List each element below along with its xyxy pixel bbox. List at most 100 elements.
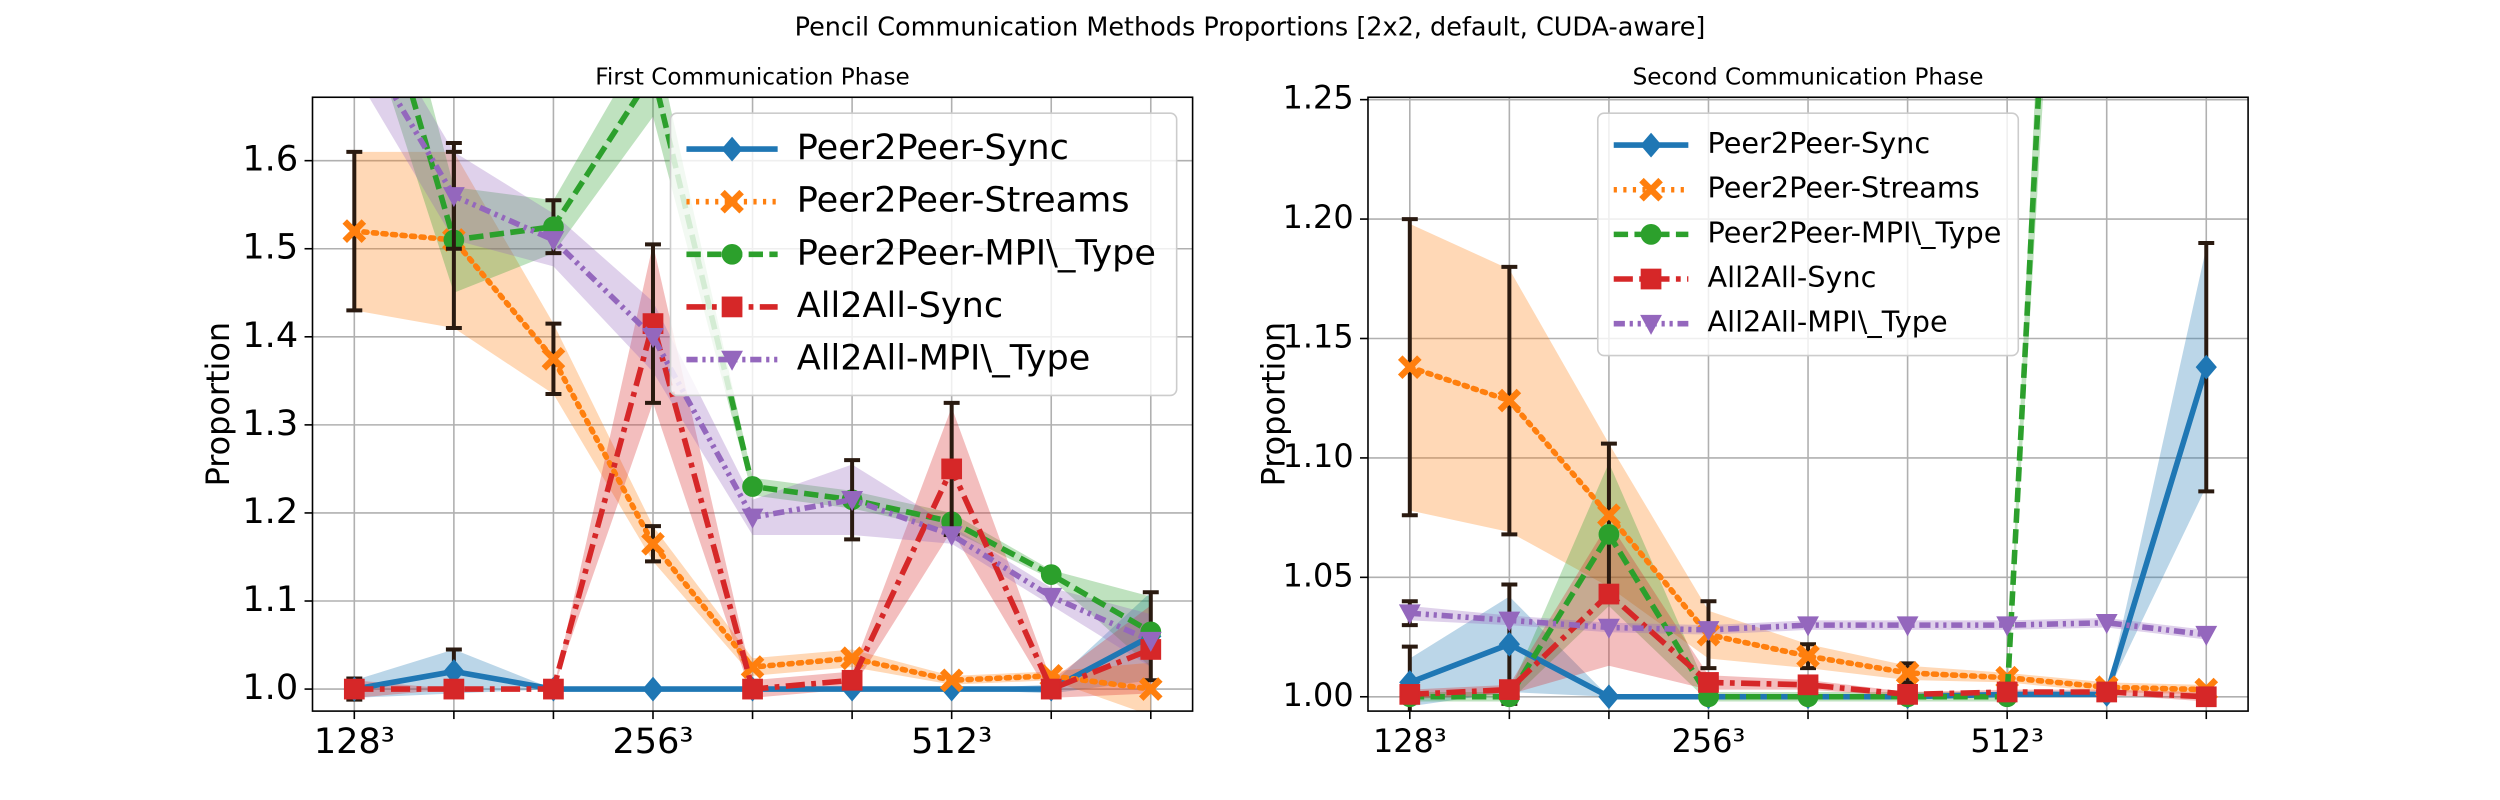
marker: [642, 676, 664, 702]
marker: [1598, 684, 1620, 710]
marker: [1040, 564, 1062, 585]
marker: [742, 476, 763, 497]
marker: [941, 458, 963, 480]
marker: [642, 328, 664, 349]
spread-band: [752, 477, 853, 509]
subplot-title: First Communication Phase: [595, 65, 909, 91]
marker: [2195, 686, 2217, 708]
marker: [442, 187, 465, 208]
x-tick-label: 128³: [314, 721, 395, 762]
marker: [1598, 618, 1620, 639]
spread-band: [1509, 269, 1609, 587]
spread-band: [951, 407, 1052, 698]
marker: [2095, 613, 2118, 634]
spread-band: [553, 323, 653, 562]
axes-frame: [1367, 96, 2249, 712]
marker: [342, 219, 367, 243]
plot-area: [1397, 97, 2219, 712]
x-tick-label: 256³: [612, 721, 693, 762]
marker: [1996, 681, 2018, 703]
marker: [1697, 621, 1720, 642]
y-tick-label: 1.25: [1283, 79, 1354, 117]
y-axis-label: Proportion: [199, 322, 237, 486]
legend-label: All2All-Sync: [797, 285, 1003, 326]
marker: [1797, 674, 1819, 696]
subplot: First Communication Phase Proportion 128³ 2…: [199, 21, 1194, 762]
marker: [1139, 631, 1162, 652]
spread-band: [354, 151, 454, 328]
spread-band: [1608, 462, 1709, 702]
spread-band: [852, 490, 952, 531]
y-tick-label: 1.0: [242, 667, 298, 708]
x-tick-label: 128³: [1373, 722, 1447, 760]
marker: [1640, 224, 1662, 245]
marker: [641, 531, 665, 556]
legend-label: Peer2Peer-MPI\_Type: [797, 232, 1156, 273]
spread-band: [1509, 596, 1609, 697]
marker: [541, 347, 566, 371]
marker: [1040, 678, 1062, 700]
marker: [1996, 616, 2019, 637]
spread-band: [1509, 462, 1609, 702]
marker: [2195, 354, 2217, 380]
y-tick-label: 1.2: [242, 491, 298, 532]
marker: [2096, 681, 2118, 703]
marker: [1796, 644, 1820, 668]
spread-band: [852, 464, 952, 544]
legend-label: All2All-Sync: [1707, 260, 1876, 294]
marker: [1498, 611, 1521, 632]
legend: Peer2Peer-Sync Peer2Peer-Streams Peer2Peer…: [1596, 112, 2020, 357]
marker: [542, 231, 565, 252]
marker: [1640, 268, 1662, 290]
spread-band: [951, 526, 1052, 606]
marker: [721, 296, 743, 318]
marker: [841, 669, 863, 691]
subplot-title: Second Communication Phase: [1633, 65, 1984, 91]
marker: [742, 678, 763, 700]
subplot: Second Communication Phase Proportion 128³…: [1255, 65, 2249, 760]
x-tick-label: 512³: [1970, 722, 2044, 760]
marker: [1640, 314, 1662, 335]
y-tick-label: 1.20: [1283, 198, 1354, 236]
marker: [2195, 625, 2218, 646]
spread-band: [1509, 615, 1609, 633]
spread-band: [453, 151, 554, 395]
marker: [1397, 355, 1422, 379]
axes-frame: [311, 96, 1194, 712]
marker: [345, 21, 364, 39]
marker: [940, 526, 963, 547]
marker: [741, 508, 764, 529]
y-tick-label: 1.10: [1283, 437, 1354, 475]
marker: [720, 189, 744, 214]
marker: [1598, 583, 1620, 605]
marker: [721, 350, 743, 371]
spread-band: [553, 213, 653, 373]
marker: [1895, 661, 1920, 685]
marker: [1597, 503, 1621, 528]
legend-label: Peer2Peer-Streams: [797, 180, 1130, 221]
legend-box: [1596, 112, 2020, 357]
legend-label: All2All-MPI\_Type: [797, 338, 1091, 379]
marker: [721, 136, 743, 162]
marker: [1797, 616, 1819, 637]
y-tick-label: 1.00: [1283, 676, 1354, 714]
legend: Peer2Peer-Sync Peer2Peer-Streams Peer2Peer…: [669, 112, 1178, 397]
marker: [1640, 132, 1662, 158]
marker: [1639, 177, 1663, 202]
marker: [1497, 388, 1522, 413]
spread-band: [752, 464, 853, 535]
marker: [343, 678, 365, 700]
spread-band: [1708, 610, 1809, 669]
legend-label: All2All-MPI\_Type: [1707, 305, 1947, 339]
marker: [1598, 523, 1620, 545]
spread-band: [1409, 223, 1510, 532]
marker: [1398, 604, 1421, 625]
spread-band: [1051, 592, 1151, 694]
spread-band: [1409, 596, 1510, 707]
marker: [1040, 587, 1063, 608]
spread-band: [553, 97, 653, 254]
legend-label: Peer2Peer-Streams: [1707, 171, 1979, 205]
legend-label: Peer2Peer-Sync: [797, 127, 1069, 168]
marker: [1498, 631, 1520, 657]
